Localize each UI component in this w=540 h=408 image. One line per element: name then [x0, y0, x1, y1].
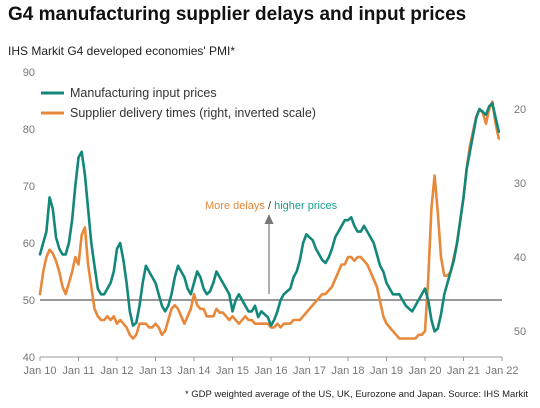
series-line-delivery-times	[38, 100, 501, 340]
chart-title: G4 manufacturing supplier delays and inp…	[8, 4, 467, 25]
left-axis-tick-label: 50	[23, 295, 35, 307]
annotation: More delays / higher prices	[205, 200, 338, 294]
x-axis-tick-label: Jan 12	[100, 365, 133, 377]
series-layer	[38, 100, 501, 340]
annotation-more-delays: More delays	[205, 200, 265, 212]
legend: Manufacturing input prices Supplier deli…	[41, 86, 316, 120]
right-axis-tick-label: 20	[514, 104, 526, 116]
x-axis-tick-label: Jan 16	[254, 365, 287, 377]
x-axis-tick-label: Jan 21	[447, 365, 480, 377]
x-axis-tick-label: Jan 18	[331, 365, 364, 377]
left-axis-tick-label: 40	[23, 352, 35, 364]
right-axis-tick-label: 40	[514, 252, 526, 264]
x-axis-tick-label: Jan 20	[408, 365, 441, 377]
x-axis-tick-label: Jan 17	[293, 365, 326, 377]
annotation-higher-prices: higher prices	[274, 200, 337, 212]
right-axis-tick-label: 30	[514, 178, 526, 190]
left-axis-tick-label: 90	[23, 67, 35, 79]
x-axis-tick-label: Jan 11	[62, 365, 94, 377]
annotation-arrow-head	[264, 214, 274, 224]
x-axis-tick-label: Jan 19	[370, 365, 403, 377]
legend-label-delivery-times: Supplier delivery times (right, inverted…	[70, 106, 316, 120]
x-axis-tick-label: Jan 15	[216, 365, 249, 377]
legend-label-input-prices: Manufacturing input prices	[70, 86, 217, 100]
x-axis-tick-label: Jan 14	[177, 365, 210, 377]
left-axis-tick-label: 60	[23, 238, 35, 250]
axes-layer: 40 50 60 70 80 90 20 30 40 50 Jan 10 Jan 11 Jan 12 Ja…	[23, 67, 526, 377]
footnote: * GDP weighted average of the US, UK, Eu…	[184, 389, 528, 400]
x-axis-tick-label: Jan 13	[139, 365, 172, 377]
annotation-separator: /	[265, 200, 274, 212]
right-axis-tick-label: 50	[514, 326, 526, 338]
series-line-input-prices	[38, 102, 501, 333]
x-axis-tick-label: Jan 22	[485, 365, 518, 377]
x-axis-tick-label: Jan 10	[23, 365, 56, 377]
left-axis-tick-label: 70	[23, 181, 35, 193]
left-axis-tick-label: 80	[23, 124, 35, 136]
chart-subtitle: IHS Markit G4 developed economies' PMI*	[8, 44, 236, 58]
annotation-text: More delays / higher prices	[205, 200, 338, 212]
